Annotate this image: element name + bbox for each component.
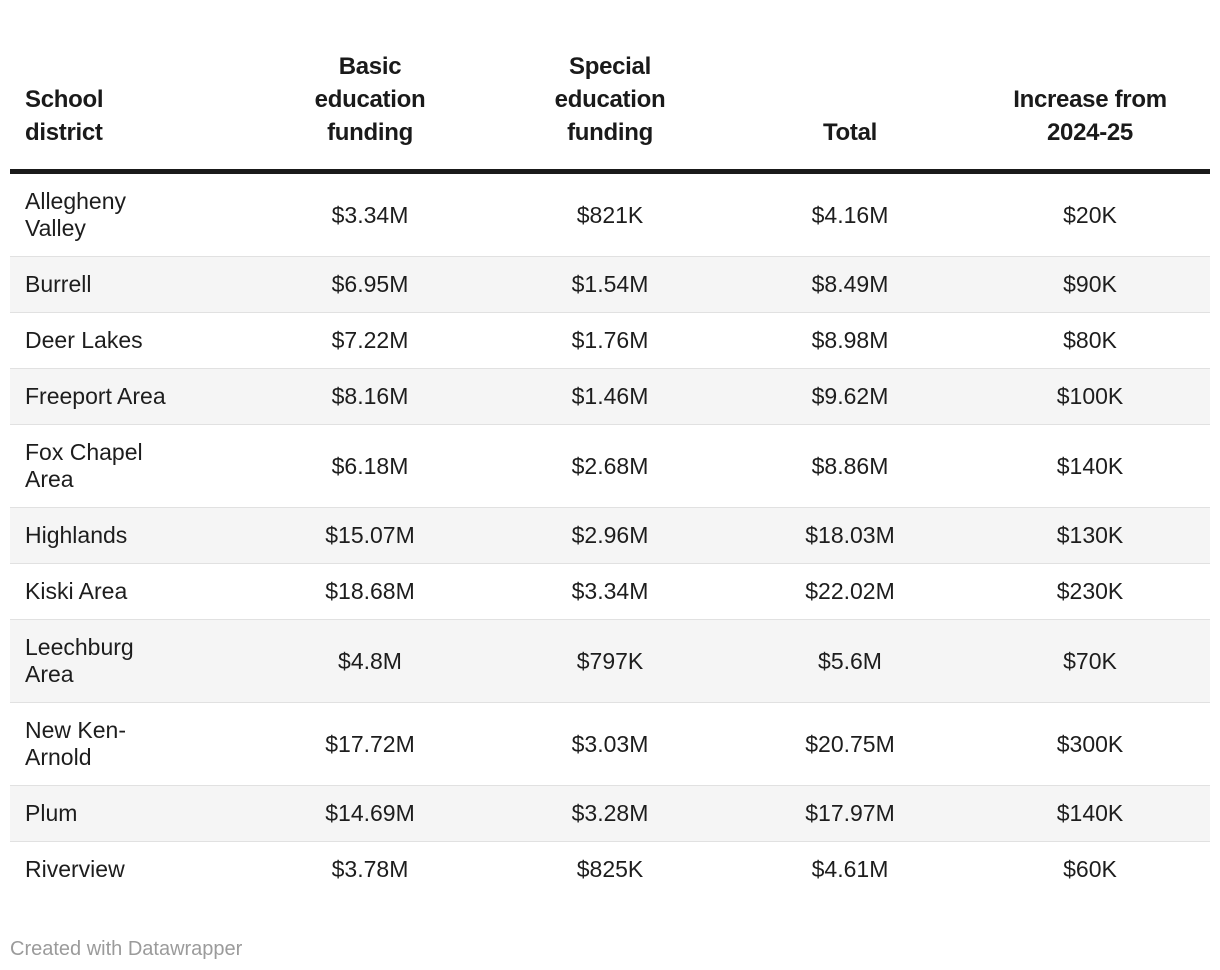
table-row: Deer Lakes $7.22M $1.76M $8.98M $80K — [10, 312, 1210, 369]
value-cell: $6.18M — [250, 424, 490, 508]
table-row: Kiski Area $18.68M $3.34M $22.02M $230K — [10, 563, 1210, 620]
value-cell: $230K — [970, 563, 1210, 620]
table-body: Allegheny Valley $3.34M $821K $4.16M $20K Bur… — [10, 171, 1210, 898]
value-cell: $6.95M — [250, 256, 490, 313]
table-row: Riverview $3.78M $825K $4.61M $60K — [10, 842, 1210, 898]
value-cell: $17.97M — [730, 785, 970, 842]
table-row: Allegheny Valley $3.34M $821K $4.16M $20K — [10, 171, 1210, 257]
value-cell: $821K — [490, 171, 730, 257]
table-row: Highlands $15.07M $2.96M $18.03M $130K — [10, 507, 1210, 564]
value-cell: $8.16M — [250, 368, 490, 425]
value-cell: $18.03M — [730, 507, 970, 564]
value-cell: $4.16M — [730, 171, 970, 257]
table-row: Burrell $6.95M $1.54M $8.49M $90K — [10, 256, 1210, 313]
value-cell: $22.02M — [730, 563, 970, 620]
value-cell: $1.46M — [490, 368, 730, 425]
district-cell: Plum — [10, 785, 250, 842]
value-cell: $5.6M — [730, 619, 970, 703]
district-name: Deer Lakes — [25, 327, 143, 353]
district-name: Riverview — [25, 856, 125, 882]
district-cell: New Ken-Arnold — [10, 702, 250, 786]
value-cell: $9.62M — [730, 368, 970, 425]
table-row: New Ken-Arnold $17.72M $3.03M $20.75M $300K — [10, 702, 1210, 786]
value-cell: $300K — [970, 702, 1210, 786]
table-row: Leechburg Area $4.8M $797K $5.6M $70K — [10, 619, 1210, 703]
col-header-total-label: Total — [822, 119, 878, 146]
value-cell: $100K — [970, 368, 1210, 425]
value-cell: $70K — [970, 619, 1210, 703]
district-cell: Deer Lakes — [10, 312, 250, 369]
value-cell: $2.96M — [490, 507, 730, 564]
header-row: School district Basic education funding … — [10, 0, 1210, 174]
value-cell: $7.22M — [250, 312, 490, 369]
value-cell: $797K — [490, 619, 730, 703]
funding-table: School district Basic education funding … — [10, 0, 1210, 897]
value-cell: $14.69M — [250, 785, 490, 842]
district-cell: Kiski Area — [10, 563, 250, 620]
value-cell: $20K — [970, 171, 1210, 257]
value-cell: $3.34M — [490, 563, 730, 620]
district-name: Leechburg Area — [25, 634, 134, 687]
district-cell: Highlands — [10, 507, 250, 564]
district-name: Kiski Area — [25, 578, 128, 604]
col-header-special-education-funding: Special education funding — [490, 0, 730, 174]
value-cell: $18.68M — [250, 563, 490, 620]
col-header-special-education-funding-label: Special education funding — [554, 53, 666, 146]
table-row: Plum $14.69M $3.28M $17.97M $140K — [10, 785, 1210, 842]
value-cell: $8.98M — [730, 312, 970, 369]
col-header-school-district: School district — [10, 0, 250, 174]
district-cell: Leechburg Area — [10, 619, 250, 703]
value-cell: $20.75M — [730, 702, 970, 786]
value-cell: $3.28M — [490, 785, 730, 842]
district-cell: Fox Chapel Area — [10, 424, 250, 508]
district-cell: Riverview — [10, 842, 250, 898]
table-row: Fox Chapel Area $6.18M $2.68M $8.86M $140K — [10, 424, 1210, 508]
col-header-total: Total — [730, 0, 970, 174]
district-name: New Ken-Arnold — [25, 717, 126, 770]
datawrapper-attribution-link[interactable]: Created with Datawrapper — [10, 938, 243, 960]
value-cell: $3.03M — [490, 702, 730, 786]
value-cell: $1.54M — [490, 256, 730, 313]
value-cell: $90K — [970, 256, 1210, 313]
value-cell: $15.07M — [250, 507, 490, 564]
district-name: Plum — [25, 800, 78, 826]
value-cell: $2.68M — [490, 424, 730, 508]
value-cell: $3.34M — [250, 171, 490, 257]
district-cell: Freeport Area — [10, 368, 250, 425]
table-row: Freeport Area $8.16M $1.46M $9.62M $100K — [10, 368, 1210, 425]
district-cell: Allegheny Valley — [10, 171, 250, 257]
district-cell: Burrell — [10, 256, 250, 313]
value-cell: $17.72M — [250, 702, 490, 786]
value-cell: $130K — [970, 507, 1210, 564]
district-name: Fox Chapel Area — [25, 439, 143, 492]
district-name: Highlands — [25, 522, 128, 548]
col-header-basic-education-funding: Basic education funding — [250, 0, 490, 174]
district-name: Freeport Area — [25, 383, 166, 409]
attribution: Created with Datawrapper — [10, 937, 1210, 961]
value-cell: $4.61M — [811, 856, 889, 882]
value-cell: $3.78M — [331, 856, 409, 882]
value-cell: $8.86M — [730, 424, 970, 508]
value-cell: $825K — [576, 856, 644, 882]
col-header-increase: Increase from 2024-25 — [970, 0, 1210, 174]
district-name: Burrell — [25, 271, 92, 297]
value-cell: $80K — [970, 312, 1210, 369]
district-name: Allegheny Valley — [25, 188, 127, 241]
value-cell: $140K — [970, 424, 1210, 508]
value-cell: $1.76M — [490, 312, 730, 369]
value-cell: $4.8M — [250, 619, 490, 703]
value-cell: $60K — [1063, 856, 1117, 882]
col-header-increase-label: Increase from 2024-25 — [1013, 86, 1167, 146]
col-header-school-district-label: School district — [25, 86, 104, 146]
col-header-basic-education-funding-label: Basic education funding — [314, 53, 426, 146]
value-cell: $8.49M — [730, 256, 970, 313]
value-cell: $140K — [970, 785, 1210, 842]
table-header: School district Basic education funding … — [10, 0, 1210, 174]
